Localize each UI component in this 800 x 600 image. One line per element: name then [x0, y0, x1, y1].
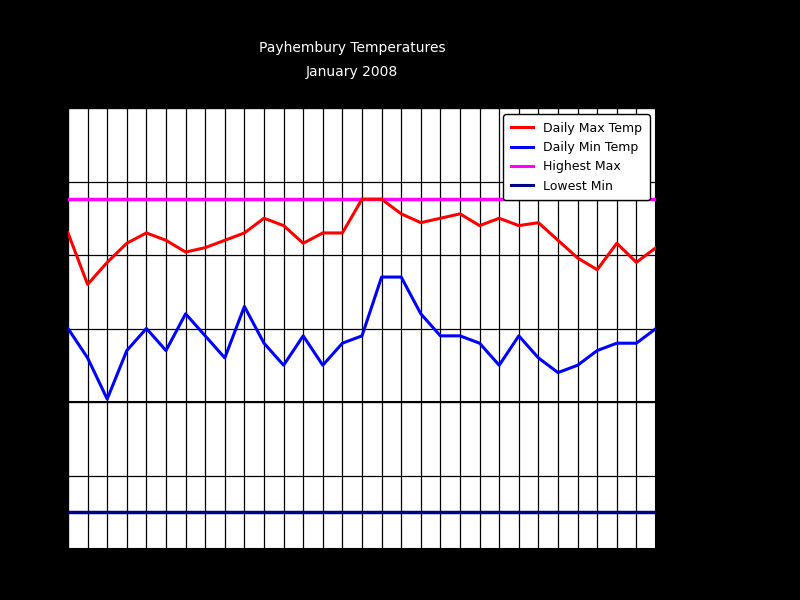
Text: Payhembury Temperatures: Payhembury Temperatures [258, 41, 446, 55]
Legend: Daily Max Temp, Daily Min Temp, Highest Max, Lowest Min: Daily Max Temp, Daily Min Temp, Highest … [503, 114, 650, 200]
Text: January 2008: January 2008 [306, 65, 398, 79]
